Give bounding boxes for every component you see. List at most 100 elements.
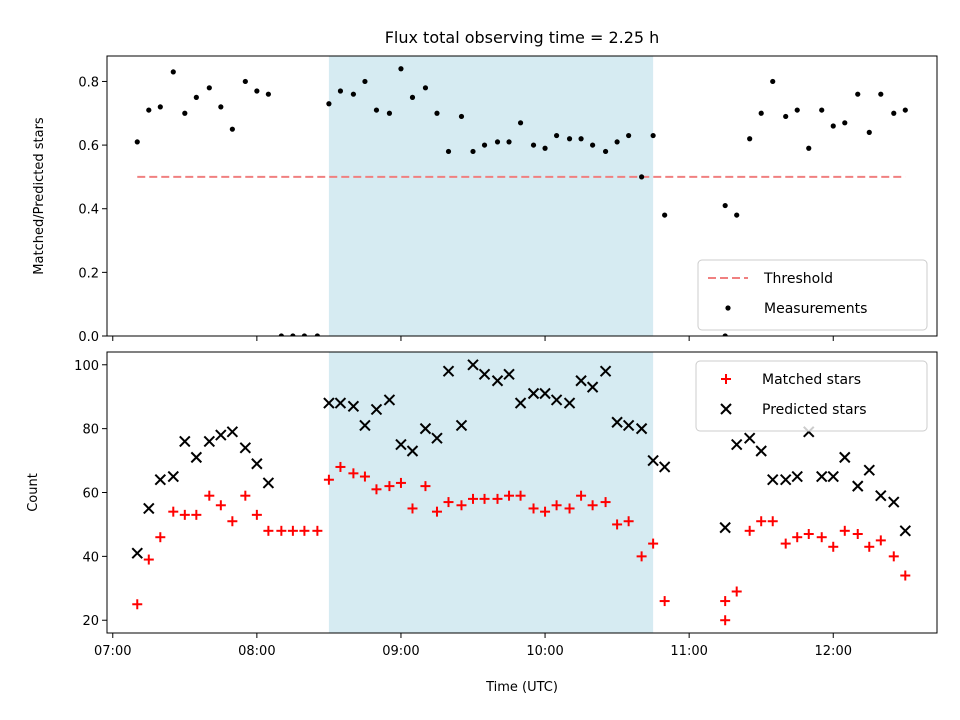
data-point <box>467 359 479 371</box>
data-point <box>422 85 429 91</box>
y-tick-label: 80 <box>82 423 99 438</box>
data-point <box>383 394 396 406</box>
data-point <box>470 148 476 155</box>
data-point <box>348 468 359 479</box>
data-point <box>323 397 335 409</box>
y-tick-label: 100 <box>74 359 99 374</box>
data-point <box>179 509 190 520</box>
data-point <box>576 490 587 501</box>
data-point <box>359 471 370 482</box>
data-point <box>767 516 778 527</box>
legend-label: Matched stars <box>762 372 861 388</box>
data-point <box>587 500 598 511</box>
data-point <box>730 438 743 451</box>
data-point <box>370 403 383 416</box>
data-point <box>720 615 731 626</box>
data-point <box>157 104 163 110</box>
y-tick-label: 0.0 <box>78 330 99 345</box>
legend: Matched stars Predicted stars <box>695 360 928 432</box>
data-point <box>779 474 792 486</box>
legend: Threshold Measurements <box>697 259 928 331</box>
data-point <box>602 148 609 155</box>
data-point <box>384 481 395 492</box>
data-point <box>301 333 308 336</box>
y-tick-label: 0.8 <box>78 75 99 90</box>
y-tick-label: 20 <box>82 614 99 629</box>
data-point <box>875 535 886 546</box>
data-point <box>442 365 455 377</box>
data-point <box>566 136 573 142</box>
data-point <box>767 474 779 486</box>
data-point <box>323 474 334 485</box>
data-point <box>780 538 791 549</box>
data-point <box>599 365 612 377</box>
data-point <box>132 599 143 610</box>
data-point <box>743 432 756 444</box>
data-point <box>407 503 418 514</box>
data-point <box>575 375 587 387</box>
data-point <box>481 142 488 148</box>
data-point <box>855 91 861 97</box>
data-point <box>434 110 440 116</box>
data-point <box>131 547 143 559</box>
legend-label: Predicted stars <box>762 402 867 418</box>
data-point <box>747 136 753 142</box>
data-point <box>647 454 659 467</box>
data-point <box>852 480 864 492</box>
data-point <box>168 506 179 517</box>
observing-window-shade <box>328 56 654 336</box>
chart-title: Flux total observing time = 2.25 h <box>385 28 660 47</box>
legend-item: Threshold <box>708 271 833 287</box>
data-point <box>167 470 179 483</box>
data-point <box>134 139 140 145</box>
data-point <box>143 554 154 565</box>
data-point <box>431 506 442 517</box>
data-point <box>866 129 872 135</box>
data-point <box>875 489 887 502</box>
data-point <box>842 120 848 126</box>
x-tick-label: 08:00 <box>238 644 275 659</box>
data-point <box>362 78 368 85</box>
legend-label: Threshold <box>763 271 833 287</box>
data-point <box>891 110 897 116</box>
data-point <box>179 435 191 448</box>
data-point <box>347 400 360 412</box>
data-point <box>227 516 238 527</box>
data-point <box>830 123 836 129</box>
data-point <box>578 136 584 142</box>
data-point <box>622 419 635 432</box>
data-point <box>278 333 284 336</box>
data-point <box>540 506 551 517</box>
data-point <box>155 532 166 543</box>
data-point <box>758 110 764 116</box>
data-point <box>563 397 576 409</box>
data-point <box>262 477 275 489</box>
data-point <box>406 445 419 457</box>
data-point <box>299 525 310 536</box>
data-point <box>373 107 380 113</box>
legend-item: Matched stars <box>721 372 861 388</box>
data-point <box>878 91 884 97</box>
data-point <box>478 368 491 381</box>
data-point <box>864 541 875 552</box>
observing-window-shade <box>328 352 654 633</box>
data-point <box>528 503 539 514</box>
data-point <box>203 435 216 448</box>
data-point <box>386 110 393 116</box>
data-point <box>265 91 271 97</box>
data-point <box>551 500 562 511</box>
data-point <box>314 333 320 336</box>
data-point <box>359 419 371 432</box>
y-tick-label: 0.4 <box>78 203 99 218</box>
legend-label: Measurements <box>764 301 867 317</box>
data-point <box>902 107 908 113</box>
data-point <box>458 113 465 120</box>
legend-marker <box>721 374 731 384</box>
data-point <box>722 202 728 209</box>
data-point <box>215 429 227 441</box>
data-point <box>395 438 407 451</box>
x-axis-label: Time (UTC) <box>485 680 558 695</box>
x-tick-label: 11:00 <box>670 644 707 659</box>
legend-item: Measurements <box>725 301 867 317</box>
data-point <box>662 212 668 218</box>
